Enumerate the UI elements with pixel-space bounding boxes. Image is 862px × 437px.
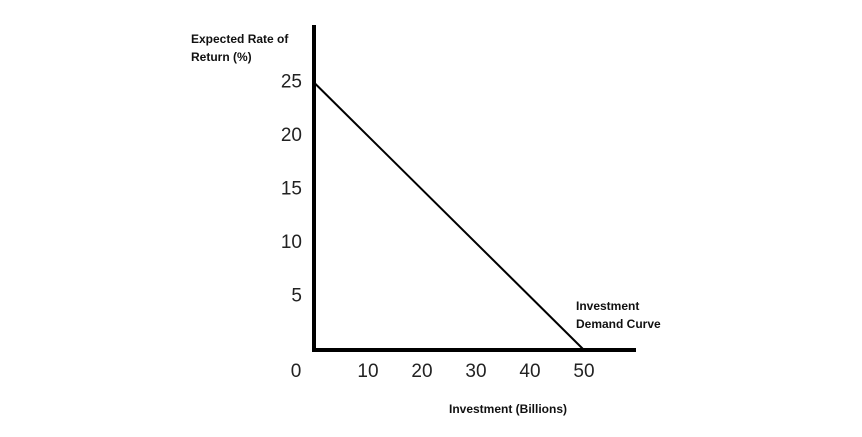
- x-tick-label: 40: [519, 361, 540, 382]
- y-tick-label: 20: [281, 125, 302, 146]
- x-tick-label: 50: [573, 361, 594, 382]
- x-tick-label: 20: [411, 361, 432, 382]
- x-axis-title: Investment (Billions): [449, 402, 567, 416]
- y-tick-label: 15: [281, 179, 302, 200]
- demand-line: [313, 81, 585, 351]
- x-tick-label: 10: [357, 361, 378, 382]
- y-tick-label: 25: [281, 72, 302, 93]
- y-tick-label: 10: [281, 232, 302, 253]
- x-tick-label: 0: [291, 361, 302, 382]
- x-tick-label: 30: [465, 361, 486, 382]
- annotation-line: Demand Curve: [576, 317, 661, 331]
- y-axis-title-line: Expected Rate of: [191, 32, 289, 46]
- annotation-line: Investment: [576, 299, 639, 313]
- y-tick-label: 5: [291, 286, 302, 307]
- y-axis-title-line: Return (%): [191, 50, 252, 64]
